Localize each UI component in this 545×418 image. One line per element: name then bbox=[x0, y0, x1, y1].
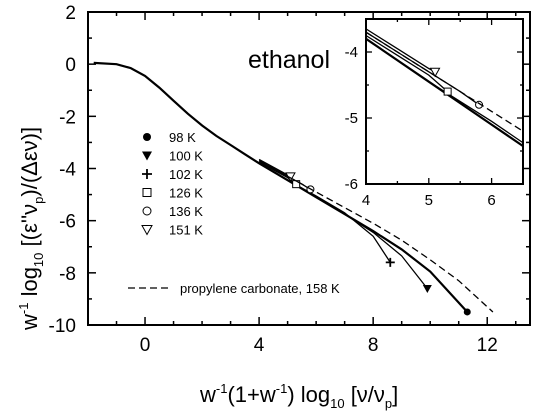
x-label-part-8: ] bbox=[392, 382, 398, 407]
y-label-part-0: w bbox=[17, 314, 42, 331]
x-tick-label: 0 bbox=[140, 335, 151, 356]
legend-label-3: 126 K bbox=[169, 186, 203, 201]
inset-series-marker-5 bbox=[429, 67, 441, 78]
inset-y-tick-label: -4 bbox=[345, 44, 358, 61]
y-tick-label: -2 bbox=[59, 107, 76, 128]
inset-frame bbox=[365, 18, 524, 185]
x-label-part-4: ) log bbox=[287, 382, 330, 407]
main-series-line-2 bbox=[258, 162, 391, 263]
legend-marker-5 bbox=[141, 225, 153, 236]
inset-series-marker-3 bbox=[443, 87, 452, 96]
inset-background bbox=[366, 19, 523, 184]
x-label-part-2: (1+w bbox=[227, 382, 275, 407]
x-tick-label: 8 bbox=[368, 335, 379, 356]
y-tick-label: -6 bbox=[59, 212, 76, 233]
x-label-part-5: 10 bbox=[330, 396, 344, 411]
inset-series-line-3 bbox=[366, 34, 449, 93]
inset-series-line-2 bbox=[366, 38, 523, 144]
main-series-line-0 bbox=[93, 61, 469, 313]
inset-series-marker-4 bbox=[475, 100, 484, 109]
main-series-marker-0 bbox=[463, 308, 471, 316]
y-tick-label: 2 bbox=[65, 3, 76, 24]
y-tick-label: -8 bbox=[59, 264, 76, 285]
y-label-part-2: log bbox=[17, 267, 42, 302]
y-label-part-5: p bbox=[31, 197, 46, 204]
x-label-part-6: [ν/ν bbox=[345, 382, 385, 407]
chart-title: ethanol bbox=[248, 46, 330, 74]
y-tick-label: -10 bbox=[49, 316, 76, 337]
inset-x-tick-label: 6 bbox=[487, 192, 495, 209]
y-label-part-4: [(ε''ν bbox=[17, 204, 42, 253]
legend-marker-1 bbox=[142, 151, 152, 161]
legend-marker-2 bbox=[142, 169, 152, 179]
x-label-part-7: p bbox=[385, 396, 392, 411]
y-label-part-3: 10 bbox=[31, 253, 46, 267]
main-series-marker-1 bbox=[422, 284, 432, 293]
legend-label-0: 98 K bbox=[169, 130, 196, 145]
inset-y-tick-label: -5 bbox=[345, 110, 358, 127]
x-label-part-3: -1 bbox=[276, 381, 288, 396]
y-label-part-1: -1 bbox=[16, 303, 31, 315]
main-series-line-3 bbox=[258, 161, 297, 185]
legend-label-6: propylene carbonate, 158 K bbox=[180, 281, 340, 296]
x-label-part-1: -1 bbox=[216, 381, 228, 396]
x-label-part-0: w bbox=[199, 382, 216, 407]
y-tick-label: -4 bbox=[59, 160, 76, 181]
legend-marker-0 bbox=[143, 133, 151, 141]
legend-marker-4 bbox=[142, 206, 152, 216]
legend-marker-3 bbox=[142, 188, 152, 197]
x-tick-label: 4 bbox=[254, 335, 265, 356]
y-label-part-6: )/(Δεν)] bbox=[17, 127, 42, 197]
legend-label-4: 136 K bbox=[169, 204, 203, 219]
legend-label-5: 151 K bbox=[169, 223, 203, 238]
legend-label-2: 102 K bbox=[169, 167, 203, 182]
x-axis-label: w-1(1+w-1) log10 [ν/νp] bbox=[199, 381, 398, 411]
inset-y-tick-label: -6 bbox=[345, 176, 358, 193]
main-series-marker-2 bbox=[385, 257, 395, 267]
inset-x-tick-label: 5 bbox=[425, 192, 433, 209]
y-axis-label: w-1 log10 [(ε''νp)/(Δεν)] bbox=[16, 127, 46, 331]
legend-label-1: 100 K bbox=[169, 149, 203, 164]
y-tick-label: 0 bbox=[65, 55, 76, 76]
x-tick-label: 12 bbox=[477, 335, 498, 356]
main-series-line-6 bbox=[258, 160, 494, 313]
inset-x-tick-label: 4 bbox=[362, 192, 370, 209]
